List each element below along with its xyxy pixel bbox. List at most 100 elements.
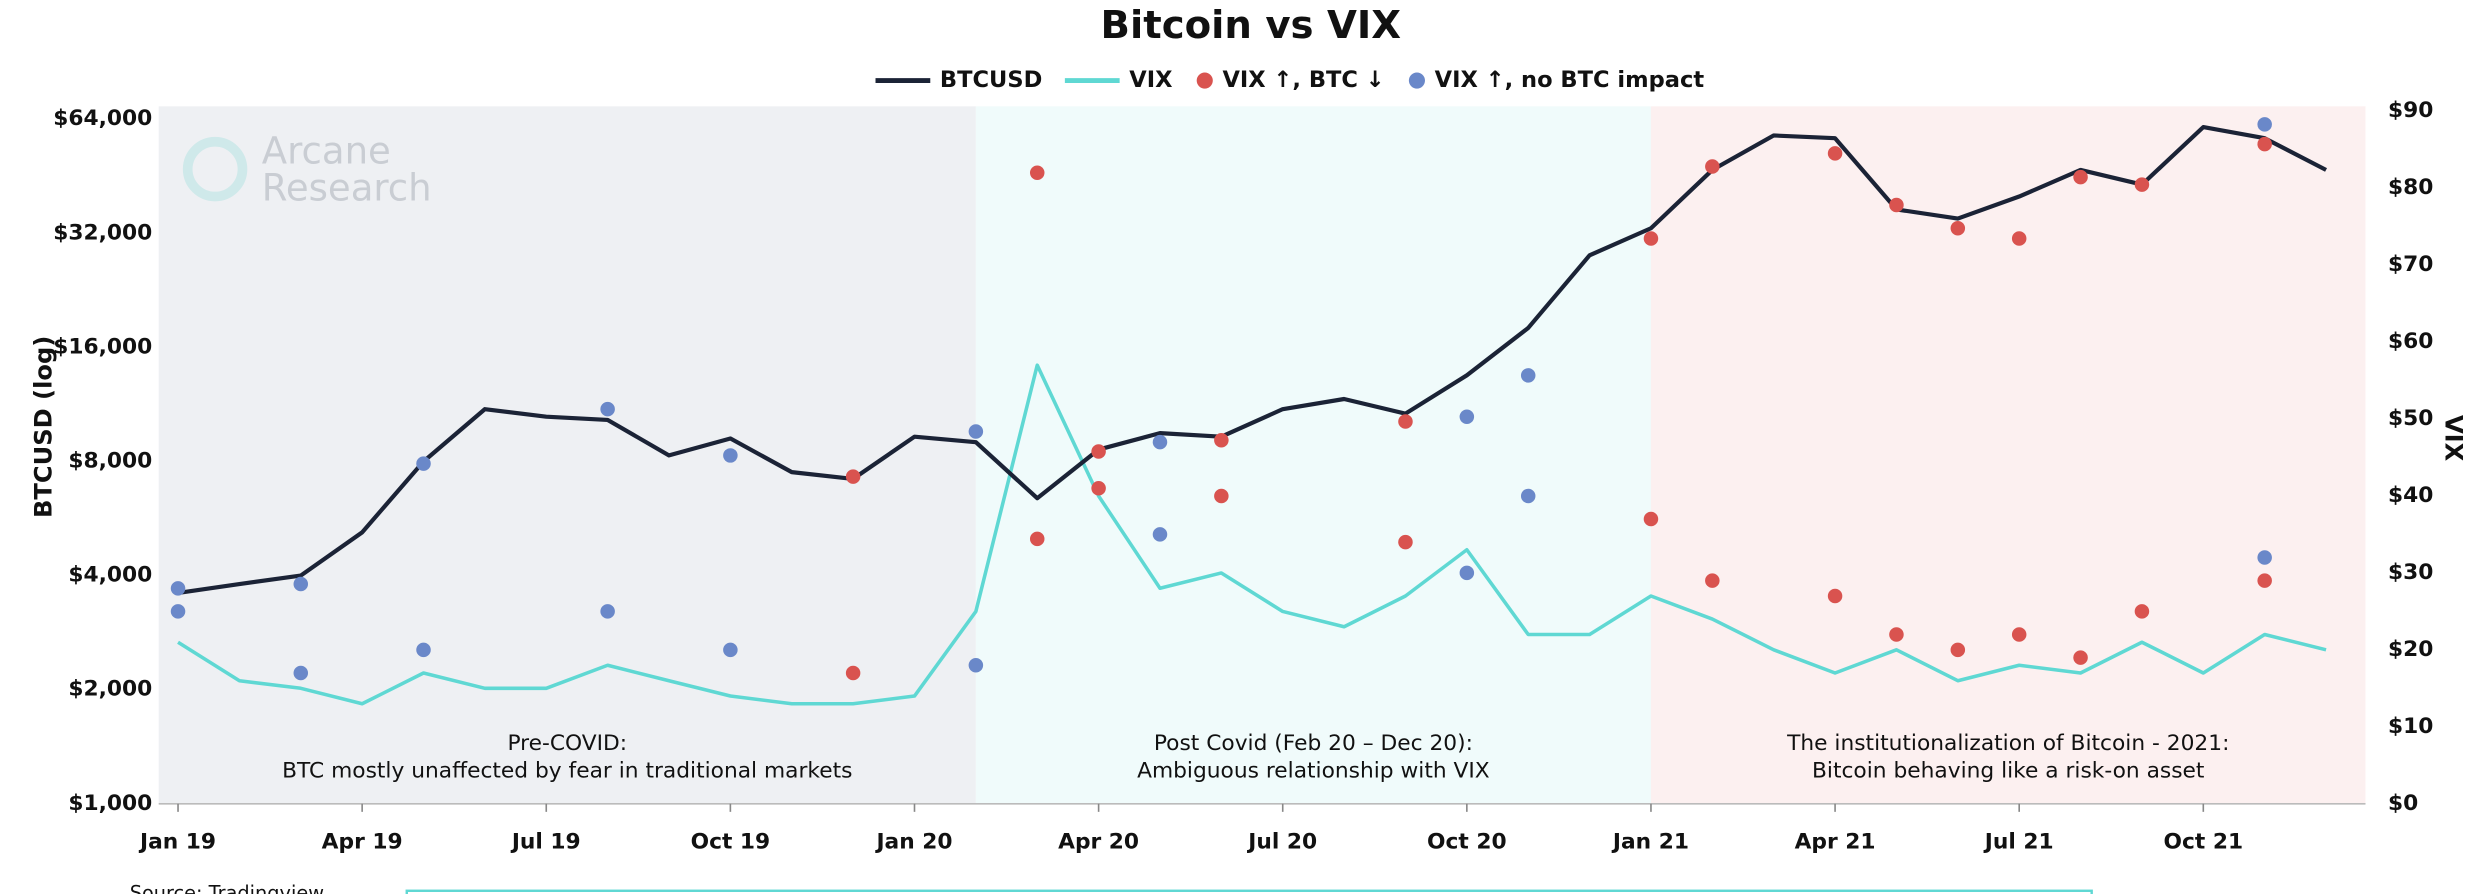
y2-axis-label: VIX [2439, 415, 2467, 462]
vix-marker [845, 665, 861, 681]
btc-marker [1091, 444, 1106, 459]
vix-marker [293, 665, 309, 681]
x-tick-label: Jul 21 [1983, 829, 2054, 854]
x-tick-label: Jan 21 [1611, 829, 1689, 854]
legend-label: VIX [1129, 67, 1172, 93]
btc-marker [1214, 433, 1229, 448]
vix-marker [2011, 627, 2027, 642]
vix-marker [1459, 565, 1475, 581]
btc-marker [1950, 220, 1966, 236]
vix-marker [1398, 534, 1413, 550]
x-tick-label: Apr 19 [322, 829, 403, 854]
btc-marker [1827, 146, 1843, 161]
vix-marker [600, 604, 615, 619]
region [158, 106, 976, 804]
frame-edge [405, 889, 2093, 894]
vix-marker [1520, 488, 1536, 504]
btc-marker [2134, 177, 2150, 192]
y2-tick-label: $80 [2388, 175, 2433, 200]
x-tick-label: Jul 19 [510, 829, 581, 854]
vix-marker [2134, 604, 2150, 619]
y2-tick-label: $90 [2388, 98, 2433, 123]
y-tick-label: $64,000 [53, 106, 152, 131]
region-label: Post Covid (Feb 20 – Dec 20): [1154, 731, 1473, 756]
btc-marker [293, 576, 309, 592]
btc-marker [2257, 117, 2272, 132]
vix-marker [2257, 573, 2272, 588]
btc-marker [723, 448, 738, 463]
x-tick-label: Jan 20 [874, 829, 952, 854]
vix-marker [723, 642, 738, 658]
region-label: The institutionalization of Bitcoin - 20… [1786, 731, 2229, 756]
series-line [177, 363, 2327, 706]
vix-marker [1643, 511, 1659, 527]
btc-marker [1459, 409, 1475, 424]
x-tick-label: Apr 20 [1058, 829, 1139, 854]
vix-marker [1091, 481, 1106, 496]
legend-label: VIX ↑, no BTC impact [1435, 67, 1705, 93]
y2-tick-label: $10 [2388, 714, 2433, 739]
region-label: Bitcoin behaving like a risk-on asset [1812, 759, 2204, 784]
btc-marker [1520, 368, 1536, 383]
vix-marker [170, 604, 186, 619]
vix-marker [1029, 165, 1045, 180]
legend-swatch [1196, 72, 1213, 89]
watermark: Arcane [262, 130, 391, 173]
region [1650, 106, 2366, 804]
y2-tick-label: $70 [2388, 252, 2433, 277]
chart-title: Bitcoin vs VIX [1101, 3, 1402, 48]
vix-marker [968, 658, 984, 673]
btc-marker [1029, 531, 1045, 547]
y2-tick-label: $40 [2388, 483, 2433, 508]
btc-marker [968, 424, 984, 439]
region-label: BTC mostly unaffected by fear in traditi… [282, 759, 852, 784]
btc-marker [1643, 231, 1659, 246]
vix-marker [1214, 488, 1229, 504]
vix-marker [1152, 527, 1168, 542]
region-label: Ambiguous relationship with VIX [1137, 759, 1490, 784]
series-line [177, 124, 2328, 596]
y-tick-label: $4,000 [68, 563, 152, 588]
btc-marker [1398, 414, 1413, 429]
vix-marker [1889, 627, 1904, 642]
y-tick-label: $1,000 [68, 791, 152, 816]
vix-marker [2073, 650, 2088, 665]
y2-tick-label: $20 [2388, 637, 2433, 662]
x-tick-label: Oct 21 [2164, 829, 2244, 854]
btc-marker [1889, 197, 1904, 213]
region [975, 106, 1651, 804]
btc-marker [416, 456, 431, 471]
x-tick-label: Oct 20 [1427, 829, 1507, 854]
vix-marker [1827, 588, 1843, 604]
vix-marker [1705, 573, 1720, 588]
legend-swatch [1408, 72, 1425, 89]
btc-marker [1705, 159, 1720, 174]
region-label: Pre-COVID: [507, 731, 627, 756]
y2-tick-label: $0 [2388, 791, 2418, 816]
y-tick-label: $2,000 [68, 677, 152, 702]
vix-marker [416, 642, 431, 658]
btc-marker [845, 469, 861, 484]
y2-tick-label: $60 [2388, 329, 2433, 354]
btc-marker [2011, 231, 2027, 246]
x-tick-label: Jan 19 [138, 829, 216, 854]
legend-label: BTCUSD [940, 67, 1042, 93]
btc-marker [170, 581, 186, 596]
watermark: Research [262, 167, 432, 210]
vix-marker [1950, 642, 1966, 658]
x-tick-label: Oct 19 [691, 829, 771, 854]
y-tick-label: $8,000 [68, 448, 152, 473]
vix-marker [2257, 550, 2272, 565]
x-tick-label: Jul 20 [1246, 829, 1317, 854]
btc-marker [600, 401, 615, 417]
y-axis-label: BTCUSD (log) [29, 336, 57, 518]
y2-tick-label: $50 [2388, 406, 2433, 431]
watermark-logo [182, 136, 248, 202]
y2-tick-label: $30 [2388, 560, 2433, 585]
x-tick-label: Apr 21 [1795, 829, 1876, 854]
y-tick-label: $16,000 [53, 334, 152, 359]
btc-marker [2073, 169, 2088, 185]
source-note: Source: Tradingview [130, 882, 324, 894]
